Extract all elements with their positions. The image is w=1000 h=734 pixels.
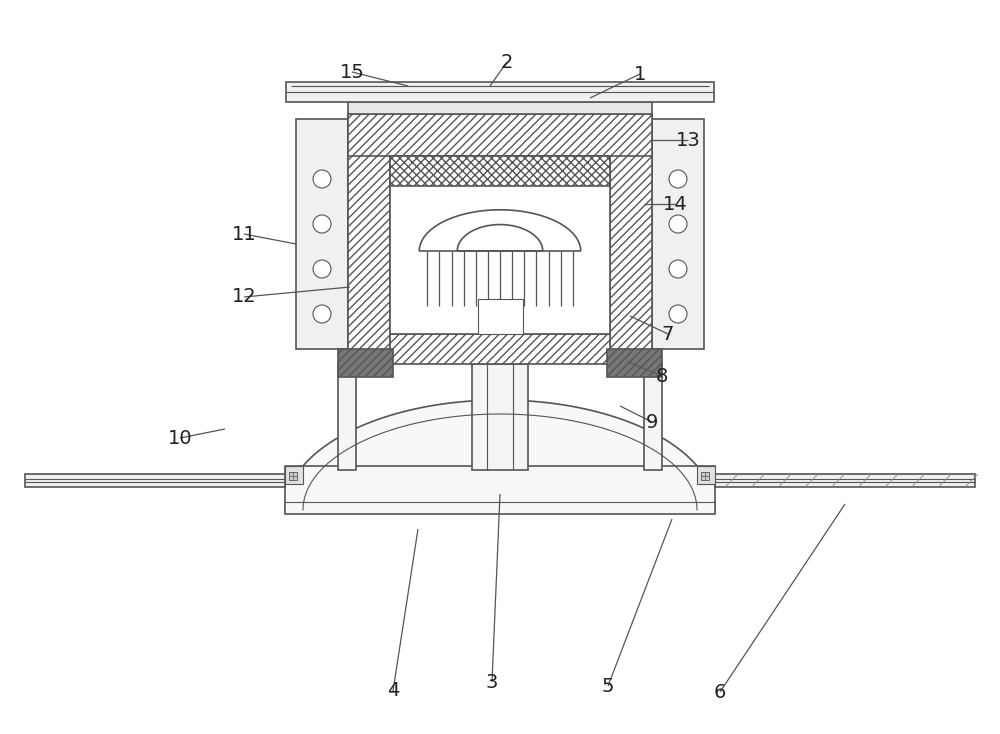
Bar xyxy=(610,114,652,364)
Circle shape xyxy=(669,260,687,278)
Bar xyxy=(390,156,610,334)
Bar xyxy=(390,334,610,364)
Circle shape xyxy=(313,215,331,233)
Text: 15: 15 xyxy=(340,62,364,81)
Bar xyxy=(286,82,714,102)
Text: 3: 3 xyxy=(486,672,498,691)
Bar xyxy=(348,114,652,156)
Text: 14: 14 xyxy=(663,195,687,214)
Bar xyxy=(348,102,652,114)
Bar xyxy=(338,364,356,470)
Circle shape xyxy=(669,170,687,188)
Circle shape xyxy=(313,260,331,278)
Text: 10: 10 xyxy=(168,429,192,448)
Text: 6: 6 xyxy=(714,683,726,702)
Text: 12: 12 xyxy=(232,288,256,307)
Bar xyxy=(701,472,709,480)
Bar xyxy=(644,364,662,470)
Bar xyxy=(285,466,715,514)
Text: 11: 11 xyxy=(232,225,256,244)
Text: 13: 13 xyxy=(676,131,700,150)
Bar xyxy=(715,474,975,487)
Bar xyxy=(478,299,522,334)
Text: 9: 9 xyxy=(646,413,658,432)
Bar xyxy=(285,466,303,484)
Bar xyxy=(697,466,715,484)
Circle shape xyxy=(669,305,687,323)
Bar xyxy=(25,474,285,487)
Text: 8: 8 xyxy=(656,366,668,385)
Bar xyxy=(472,364,528,470)
Text: 5: 5 xyxy=(602,677,614,696)
Circle shape xyxy=(313,170,331,188)
Bar xyxy=(652,119,704,349)
Text: 4: 4 xyxy=(387,681,399,700)
Text: 1: 1 xyxy=(634,65,646,84)
Circle shape xyxy=(313,305,331,323)
Bar xyxy=(338,349,393,377)
Polygon shape xyxy=(285,400,715,510)
Text: 7: 7 xyxy=(662,324,674,344)
Bar xyxy=(289,472,297,480)
Circle shape xyxy=(669,215,687,233)
Bar xyxy=(607,349,662,377)
Bar xyxy=(390,156,610,186)
Text: 2: 2 xyxy=(501,53,513,71)
Bar xyxy=(348,114,390,364)
Bar xyxy=(296,119,348,349)
